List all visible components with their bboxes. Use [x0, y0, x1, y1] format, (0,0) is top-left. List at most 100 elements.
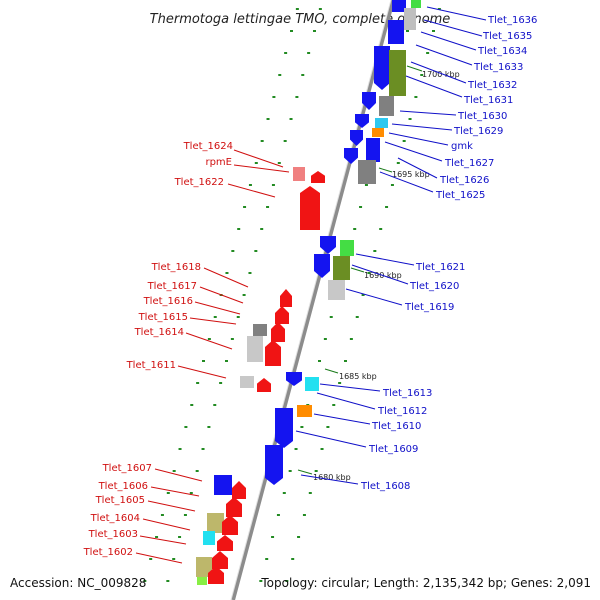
gene-Tlet_1636[interactable] [392, 0, 406, 12]
leader-Tlet_1622 [227, 183, 276, 198]
gene-label-Tlet_1619[interactable]: Tlet_1619 [404, 302, 454, 313]
gene-Tlet_1618[interactable] [280, 289, 292, 307]
gene-Tlet_1602-b[interactable] [212, 551, 228, 569]
gene-Tlet_1624[interactable] [293, 167, 305, 181]
gene-label-Tlet_1612[interactable]: Tlet_1612 [377, 406, 427, 417]
gene-Tlet_1630[interactable] [362, 92, 376, 110]
tick-mark [271, 184, 275, 186]
gene-label-rpmE[interactable]: rpmE [205, 157, 232, 168]
gene-label-Tlet_1632[interactable]: Tlet_1632 [467, 80, 517, 91]
gene-Tlet_1630-b[interactable] [379, 96, 394, 116]
gene-Tlet_1605[interactable] [226, 497, 242, 517]
gene-Tlet_1633-a[interactable] [388, 20, 404, 44]
tick-mark [219, 382, 223, 384]
tick-mark [284, 52, 288, 54]
gene-Tlet_1606[interactable] [232, 481, 246, 499]
gene-label-Tlet_1634[interactable]: Tlet_1634 [477, 46, 527, 57]
gene-Tlet_1622[interactable] [300, 186, 320, 230]
gene-Tlet_1602-c[interactable] [197, 577, 207, 585]
gene-Tlet_1609[interactable] [275, 408, 293, 448]
gene-Tlet_1629[interactable] [375, 118, 388, 128]
tick-mark [195, 470, 199, 472]
gene-Tlet_1602[interactable] [196, 557, 212, 577]
gene-label-Tlet_1625[interactable]: Tlet_1625 [435, 190, 485, 201]
gene-label-Tlet_1624[interactable]: Tlet_1624 [183, 141, 233, 152]
gene-label-Tlet_1631[interactable]: Tlet_1631 [463, 95, 513, 106]
gene-label-Tlet_1617[interactable]: Tlet_1617 [147, 281, 197, 292]
gene-Tlet_1601[interactable] [208, 566, 224, 584]
gene-Tlet_1614[interactable] [247, 336, 263, 362]
gene-Tlet_1631[interactable] [389, 50, 406, 96]
gene-Tlet_1613-a[interactable] [286, 372, 302, 386]
gene-Tlet_1613[interactable] [305, 377, 319, 391]
gene-Tlet_1621-a[interactable] [320, 236, 336, 254]
gene-Tlet_1621[interactable] [340, 240, 354, 256]
gene-label-Tlet_1613[interactable]: Tlet_1613 [382, 388, 432, 399]
gene-Tlet_1620[interactable] [333, 256, 350, 280]
gene-label-gmk[interactable]: gmk [451, 141, 473, 152]
leader-Tlet_1635 [423, 19, 483, 37]
gene-label-Tlet_1627[interactable]: Tlet_1627 [444, 158, 494, 169]
gene-Tlet_1603-b[interactable] [217, 535, 233, 551]
gene-rpmE[interactable] [311, 171, 325, 183]
gene-Tlet_1625[interactable] [358, 160, 376, 184]
gene-Tlet_1632[interactable] [374, 46, 390, 90]
gene-gmk[interactable] [372, 128, 384, 137]
tick-mark [230, 338, 234, 340]
gene-label-Tlet_1615[interactable]: Tlet_1615 [138, 312, 188, 323]
gene-label-Tlet_1620[interactable]: Tlet_1620 [409, 281, 459, 292]
gene-Tlet_1619[interactable] [328, 280, 345, 300]
gene-label-Tlet_1630[interactable]: Tlet_1630 [457, 111, 507, 122]
gene-label-Tlet_1606[interactable]: Tlet_1606 [98, 481, 148, 492]
gene-Tlet_1627[interactable] [350, 130, 363, 146]
gene-label-Tlet_1604[interactable]: Tlet_1604 [90, 513, 140, 524]
gene-label-Tlet_1618[interactable]: Tlet_1618 [151, 262, 201, 273]
gene-label-Tlet_1610[interactable]: Tlet_1610 [371, 421, 421, 432]
gene-label-Tlet_1636[interactable]: Tlet_1636 [487, 15, 537, 26]
gene-Tlet_1603[interactable] [203, 531, 215, 545]
gene-Tlet_1620-a[interactable] [314, 254, 330, 278]
gene-Tlet_1635[interactable] [411, 0, 421, 8]
kbp-tick-1695 [378, 167, 393, 173]
gene-Tlet_1615[interactable] [253, 324, 267, 336]
gene-Tlet_1607[interactable] [214, 475, 232, 495]
gene-label-Tlet_1621[interactable]: Tlet_1621 [415, 262, 465, 273]
gene-label-Tlet_1605[interactable]: Tlet_1605 [95, 495, 145, 506]
tick-mark [355, 316, 359, 318]
tick-mark [143, 580, 147, 582]
gene-Tlet_1616[interactable] [271, 322, 285, 342]
gene-Tlet_1617[interactable] [275, 306, 289, 324]
gene-Tlet_1629-a[interactable] [355, 114, 369, 128]
leader-Tlet_1630 [399, 110, 457, 116]
accession-text: Accession: NC_009828 [10, 576, 146, 590]
gene-Tlet_1627-b[interactable] [366, 138, 380, 162]
leader-Tlet_1636 [426, 6, 487, 21]
gene-label-Tlet_1635[interactable]: Tlet_1635 [482, 31, 532, 42]
gene-label-Tlet_1614[interactable]: Tlet_1614 [134, 327, 184, 338]
gene-label-Tlet_1607[interactable]: Tlet_1607 [102, 463, 152, 474]
gene-Tlet_1604[interactable] [207, 513, 224, 533]
gene-Tlet_1608[interactable] [265, 445, 283, 485]
gene-Tlet_1611[interactable] [240, 376, 254, 388]
gene-label-Tlet_1633[interactable]: Tlet_1633 [473, 62, 523, 73]
gene-Tlet_1614-b[interactable] [265, 340, 281, 366]
gene-Tlet_1610[interactable] [297, 405, 312, 417]
gene-track [196, 0, 421, 585]
kbp-tick-1685 [324, 368, 339, 374]
tick-mark [359, 206, 363, 208]
gene-label-Tlet_1629[interactable]: Tlet_1629 [453, 126, 503, 137]
leader-Tlet_1624 [233, 149, 284, 168]
gene-Tlet_1626[interactable] [344, 148, 358, 164]
leader-Tlet_1613 [319, 383, 381, 392]
gene-Tlet_1604-b[interactable] [222, 515, 238, 535]
gene-label-Tlet_1626[interactable]: Tlet_1626 [439, 175, 489, 186]
gene-label-Tlet_1603[interactable]: Tlet_1603 [88, 529, 138, 540]
gene-Tlet_1634[interactable] [404, 8, 416, 30]
gene-Tlet_1611-b[interactable] [257, 378, 271, 392]
gene-label-Tlet_1609[interactable]: Tlet_1609 [368, 444, 418, 455]
gene-label-Tlet_1622[interactable]: Tlet_1622 [174, 177, 224, 188]
gene-label-Tlet_1608[interactable]: Tlet_1608 [360, 481, 410, 492]
gene-label-Tlet_1616[interactable]: Tlet_1616 [143, 296, 193, 307]
gene-label-Tlet_1602[interactable]: Tlet_1602 [83, 547, 133, 558]
gene-label-Tlet_1611[interactable]: Tlet_1611 [126, 360, 176, 371]
